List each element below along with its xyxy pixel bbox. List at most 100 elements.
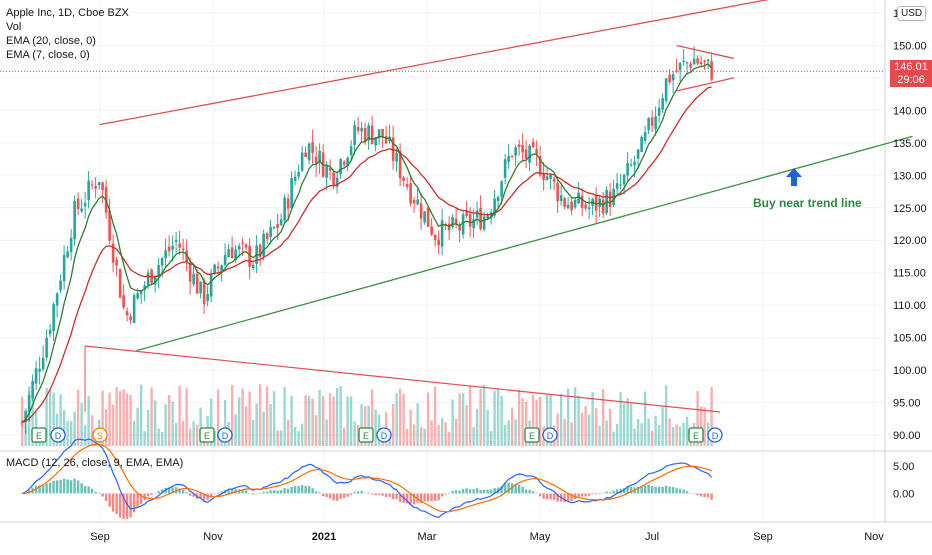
macd-histogram-bar — [83, 485, 87, 494]
candle-body — [622, 174, 626, 185]
candle-body — [640, 137, 643, 152]
candle-body — [48, 329, 52, 335]
volume-bar — [307, 395, 311, 446]
candle-body — [486, 215, 489, 219]
earnings-icon[interactable]: E — [31, 427, 47, 443]
candle-body — [129, 316, 132, 321]
up-arrow-icon — [786, 168, 802, 186]
dividend-icon[interactable]: D — [707, 427, 723, 443]
macd-histogram-bar — [577, 493, 580, 497]
price-tick-label: 100.00 — [893, 365, 927, 377]
candle-body — [510, 155, 514, 157]
macd-histogram-bar — [332, 493, 335, 501]
candle-body — [465, 210, 468, 216]
macd-histogram-bar — [591, 493, 594, 495]
macd-histogram-bar — [255, 493, 258, 494]
candle-body — [577, 192, 580, 204]
volume-bar — [461, 393, 465, 446]
volume-bar — [643, 391, 647, 446]
candle-body — [458, 225, 461, 231]
macd-histogram-bar — [685, 491, 689, 494]
macd-histogram-bar — [510, 483, 514, 494]
candle-body — [461, 214, 465, 235]
candle-body — [132, 295, 136, 324]
candle-body — [521, 145, 524, 153]
earnings-icon[interactable]: E — [199, 427, 215, 443]
candle-body — [489, 212, 493, 219]
macd-histogram-bar — [62, 478, 66, 494]
candle-body — [332, 172, 335, 185]
volume-bar — [293, 426, 297, 446]
macd-legend[interactable]: MACD (12, 26, close, 9, EMA, EMA) — [6, 457, 184, 469]
candle-body — [262, 233, 265, 257]
candle-body — [209, 273, 213, 297]
macd-histogram-bar — [335, 493, 339, 501]
price-tick-label: 135.00 — [893, 138, 927, 150]
split-icon[interactable]: S — [92, 427, 108, 443]
volume-bar — [136, 407, 139, 446]
volume-bar — [167, 395, 171, 446]
legend-ema7[interactable]: EMA (7, close, 0) — [6, 49, 90, 61]
candle-body — [419, 203, 423, 219]
candle-body — [556, 183, 559, 202]
macd-histogram-bar — [146, 493, 150, 497]
macd-histogram-bar — [696, 493, 699, 496]
earnings-icon[interactable]: E — [524, 427, 540, 443]
volume-bar — [363, 406, 367, 446]
macd-histogram-bar — [528, 489, 531, 494]
macd-histogram-bar — [360, 491, 363, 494]
macd-histogram-bar — [430, 493, 433, 502]
earnings-icon[interactable]: E — [358, 427, 374, 443]
dividend-icon[interactable]: D — [50, 427, 66, 443]
volume-bar — [234, 414, 237, 446]
macd-histogram-bar — [517, 484, 521, 494]
macd-histogram-bar — [384, 493, 388, 497]
macd-histogram-bar — [178, 488, 181, 494]
earnings-icon[interactable]: E — [688, 427, 704, 443]
candle-body — [52, 304, 55, 332]
candle-body — [265, 233, 269, 240]
candle-body — [237, 245, 241, 250]
currency-badge[interactable]: USD — [897, 6, 927, 21]
svg-text:E: E — [204, 431, 210, 441]
macd-line — [21, 438, 713, 519]
volume-bar — [66, 420, 69, 446]
dividend-icon[interactable]: D — [217, 427, 233, 443]
candle-body — [339, 159, 342, 175]
candle-body — [125, 310, 129, 316]
dividend-icon[interactable]: D — [542, 427, 558, 443]
candle-body — [535, 149, 538, 155]
legend-vol[interactable]: Vol — [6, 21, 22, 33]
dividend-icon[interactable]: D — [376, 427, 392, 443]
macd-histogram-bar — [136, 493, 139, 508]
macd-histogram-bar — [104, 493, 108, 502]
volume-bar — [626, 398, 629, 446]
candle-body — [587, 207, 591, 210]
countdown-timer: 29:06 — [897, 74, 925, 86]
candle-body — [678, 62, 682, 71]
legend-ema20[interactable]: EMA (20, close, 0) — [6, 35, 96, 47]
macd-histogram-bar — [556, 493, 559, 502]
candle-body — [430, 226, 433, 235]
macd-histogram-bar — [521, 486, 524, 494]
legend-symbol[interactable]: Apple Inc, 1D, Cboe BZX — [6, 7, 129, 19]
svg-text:E: E — [36, 431, 42, 441]
svg-text:D: D — [55, 431, 62, 441]
macd-histogram-bar — [405, 493, 409, 504]
volume-bar — [31, 389, 34, 446]
volume-bar — [209, 398, 213, 446]
volume-bar — [524, 401, 528, 446]
macd-histogram-bar — [129, 493, 132, 518]
volume-bar — [598, 425, 601, 446]
volume-bar — [129, 395, 132, 446]
volume-bar — [223, 399, 227, 446]
svg-text:S: S — [97, 431, 103, 441]
macd-histogram-bar — [650, 486, 654, 494]
volume-bar — [178, 385, 181, 446]
volume-bar — [668, 418, 671, 446]
candle-body — [650, 117, 654, 126]
volume-bar — [139, 384, 143, 446]
candle-body — [475, 210, 479, 218]
volume-bar — [398, 388, 402, 446]
